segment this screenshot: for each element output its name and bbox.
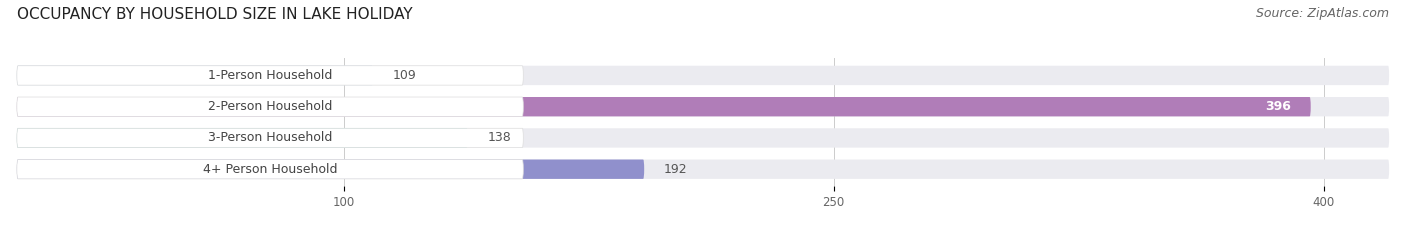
FancyBboxPatch shape <box>17 128 523 148</box>
Text: OCCUPANCY BY HOUSEHOLD SIZE IN LAKE HOLIDAY: OCCUPANCY BY HOUSEHOLD SIZE IN LAKE HOLI… <box>17 7 412 22</box>
Text: 2-Person Household: 2-Person Household <box>208 100 332 113</box>
FancyBboxPatch shape <box>17 66 523 85</box>
Text: 109: 109 <box>392 69 416 82</box>
Text: 4+ Person Household: 4+ Person Household <box>202 163 337 176</box>
Text: 3-Person Household: 3-Person Household <box>208 131 332 144</box>
FancyBboxPatch shape <box>17 160 523 179</box>
Text: 192: 192 <box>664 163 688 176</box>
FancyBboxPatch shape <box>17 97 1389 116</box>
FancyBboxPatch shape <box>17 97 1310 116</box>
FancyBboxPatch shape <box>17 128 1389 148</box>
Text: 138: 138 <box>488 131 512 144</box>
FancyBboxPatch shape <box>17 128 468 148</box>
Text: Source: ZipAtlas.com: Source: ZipAtlas.com <box>1256 7 1389 20</box>
FancyBboxPatch shape <box>17 160 644 179</box>
FancyBboxPatch shape <box>17 66 1389 85</box>
Text: 1-Person Household: 1-Person Household <box>208 69 332 82</box>
FancyBboxPatch shape <box>17 66 373 85</box>
Text: 396: 396 <box>1265 100 1291 113</box>
FancyBboxPatch shape <box>17 97 523 116</box>
FancyBboxPatch shape <box>17 160 1389 179</box>
